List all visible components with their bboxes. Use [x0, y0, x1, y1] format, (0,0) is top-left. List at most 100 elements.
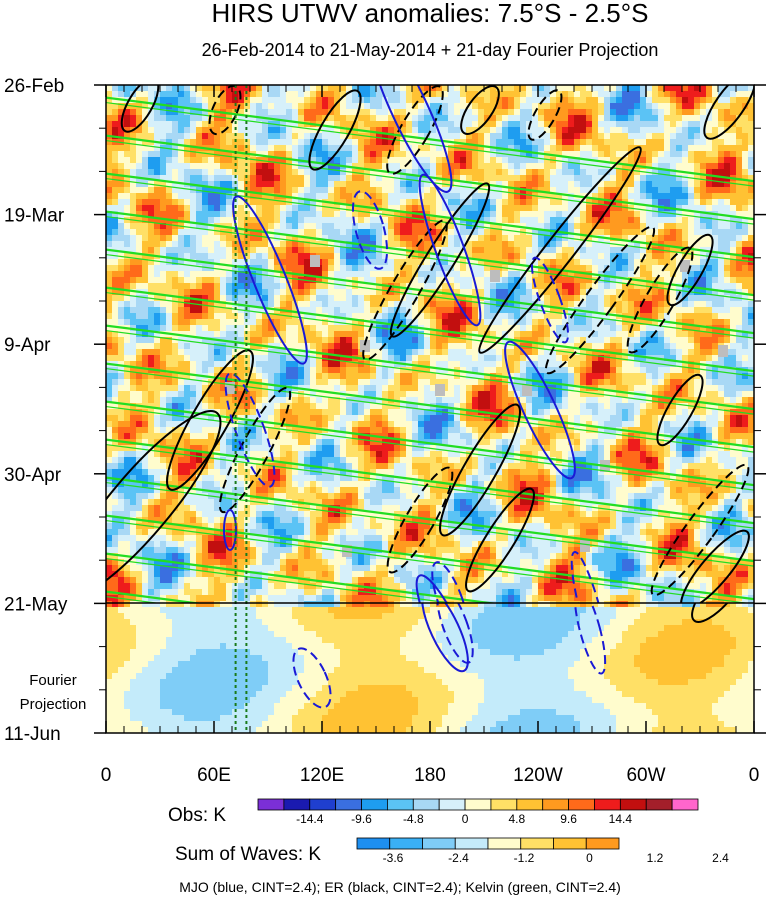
field-cell [196, 217, 203, 224]
field-cell [220, 331, 227, 338]
field-cell [724, 133, 731, 140]
field-cell [502, 241, 509, 248]
field-cell [694, 115, 701, 122]
field-cell [166, 343, 173, 350]
field-cell [376, 247, 383, 254]
field-cell [520, 91, 527, 98]
field-cell [358, 247, 365, 254]
field-cell [316, 223, 323, 230]
field-cell [202, 277, 209, 284]
field-cell [298, 355, 305, 362]
field-cell [214, 289, 221, 296]
field-cell [676, 199, 683, 206]
field-cell [388, 235, 395, 242]
field-cell [148, 91, 155, 98]
field-cell [250, 223, 257, 230]
field-cell [514, 211, 521, 218]
field-cell [646, 199, 653, 206]
field-cell [718, 319, 725, 326]
field-cell [262, 355, 269, 362]
field-cell [676, 265, 683, 272]
field-cell [358, 133, 365, 140]
field-cell [268, 217, 275, 224]
field-cell [622, 331, 629, 338]
field-cell [106, 241, 113, 248]
field-cell [250, 163, 257, 170]
field-cell [454, 247, 461, 254]
field-cell [628, 253, 635, 260]
field-cell [154, 169, 161, 176]
field-cell [718, 247, 725, 254]
field-cell [250, 109, 257, 116]
field-cell [742, 121, 749, 128]
field-cell [682, 163, 689, 170]
field-cell [352, 265, 359, 272]
field-cell [310, 325, 317, 332]
field-cell [124, 169, 131, 176]
field-cell [334, 223, 341, 230]
field-cell [376, 187, 383, 194]
field-cell [106, 115, 113, 122]
field-cell [580, 103, 587, 110]
field-cell [694, 169, 701, 176]
field-cell [148, 133, 155, 140]
field-cell [688, 115, 695, 122]
field-cell [178, 139, 185, 146]
field-cell [646, 211, 653, 218]
field-cell [238, 337, 245, 344]
field-cell [550, 319, 557, 326]
field-cell [718, 103, 725, 110]
field-cell [586, 235, 593, 242]
field-cell [382, 103, 389, 110]
field-cell [682, 229, 689, 236]
field-cell [706, 151, 713, 158]
field-cell [214, 283, 221, 290]
field-cell [118, 235, 125, 242]
field-cell [592, 235, 599, 242]
field-cell [622, 193, 629, 200]
field-cell [220, 265, 227, 272]
field-cell [610, 157, 617, 164]
field-cell [730, 283, 737, 290]
field-cell [574, 235, 581, 242]
field-cell [310, 205, 317, 212]
field-cell [226, 235, 233, 242]
field-cell [568, 151, 575, 158]
field-cell [460, 187, 467, 194]
field-cell [628, 109, 635, 116]
field-cell [718, 193, 725, 200]
field-cell [430, 97, 437, 104]
field-cell [442, 97, 449, 104]
field-cell [322, 301, 329, 308]
field-cell [274, 325, 281, 332]
field-cell [370, 241, 377, 248]
field-cell [532, 247, 539, 254]
field-cell [334, 175, 341, 182]
field-cell [364, 229, 371, 236]
field-cell [640, 319, 647, 326]
field-cell [172, 343, 179, 350]
field-cell [130, 277, 137, 284]
field-cell [574, 145, 581, 152]
field-cell [544, 247, 551, 254]
field-cell [214, 133, 221, 140]
field-cell [148, 223, 155, 230]
field-cell [724, 121, 731, 128]
field-cell [310, 115, 317, 122]
field-cell [178, 235, 185, 242]
field-cell [166, 325, 173, 332]
field-cell [304, 301, 311, 308]
field-cell [706, 91, 713, 98]
field-cell [190, 313, 197, 320]
field-cell [634, 223, 641, 230]
field-cell [166, 355, 173, 362]
field-cell [736, 187, 743, 194]
field-cell [346, 271, 353, 278]
field-cell [580, 283, 587, 290]
field-cell [196, 253, 203, 260]
field-cell [424, 295, 431, 302]
field-cell [634, 205, 641, 212]
field-cell [586, 307, 593, 314]
field-cell [232, 241, 239, 248]
field-cell [112, 325, 119, 332]
